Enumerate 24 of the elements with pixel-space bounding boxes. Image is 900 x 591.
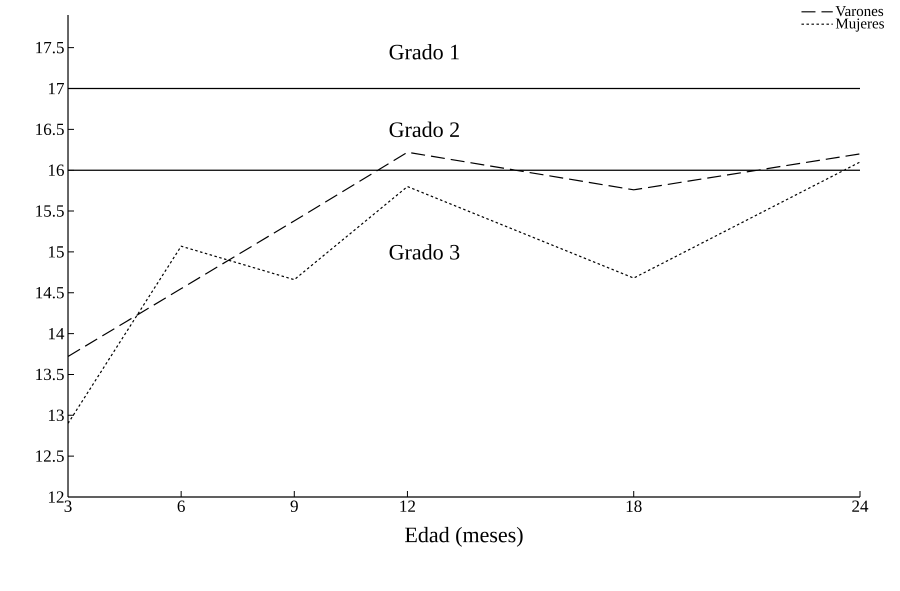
annotation: Grado 1 <box>390 44 459 60</box>
y-tick-label: 15 <box>48 246 64 258</box>
y-tick-label: 15.5 <box>36 205 64 217</box>
x-tick-label: 18 <box>626 500 642 512</box>
x-tick-label: 12 <box>400 500 415 512</box>
y-tick-label: 14.5 <box>36 287 64 298</box>
y-tick-label: 16 <box>48 164 64 176</box>
legend-label: Mujeres <box>836 18 884 32</box>
y-tick-label: 13.5 <box>36 368 64 380</box>
y-tick-label: 14 <box>48 328 64 340</box>
x-tick-label: 6 <box>178 500 185 512</box>
y-tick-label: 16.5 <box>36 124 64 136</box>
legend-label: Varones <box>836 6 884 16</box>
x-tick-label: 9 <box>290 500 298 512</box>
y-tick-label: 17.5 <box>36 42 64 54</box>
annotation: Grado 3 <box>390 244 460 260</box>
y-tick-label: 17 <box>48 82 64 94</box>
annotation: Grado 2 <box>390 122 459 138</box>
y-tick-label: 12 <box>48 491 64 503</box>
x-tick-label: 24 <box>852 500 868 512</box>
y-tick-label: 13 <box>48 410 64 422</box>
y-tick-label: 12.5 <box>36 450 64 462</box>
x-tick-label: 3 <box>64 500 72 512</box>
x-axis-title: Edad (meses) <box>405 526 523 547</box>
